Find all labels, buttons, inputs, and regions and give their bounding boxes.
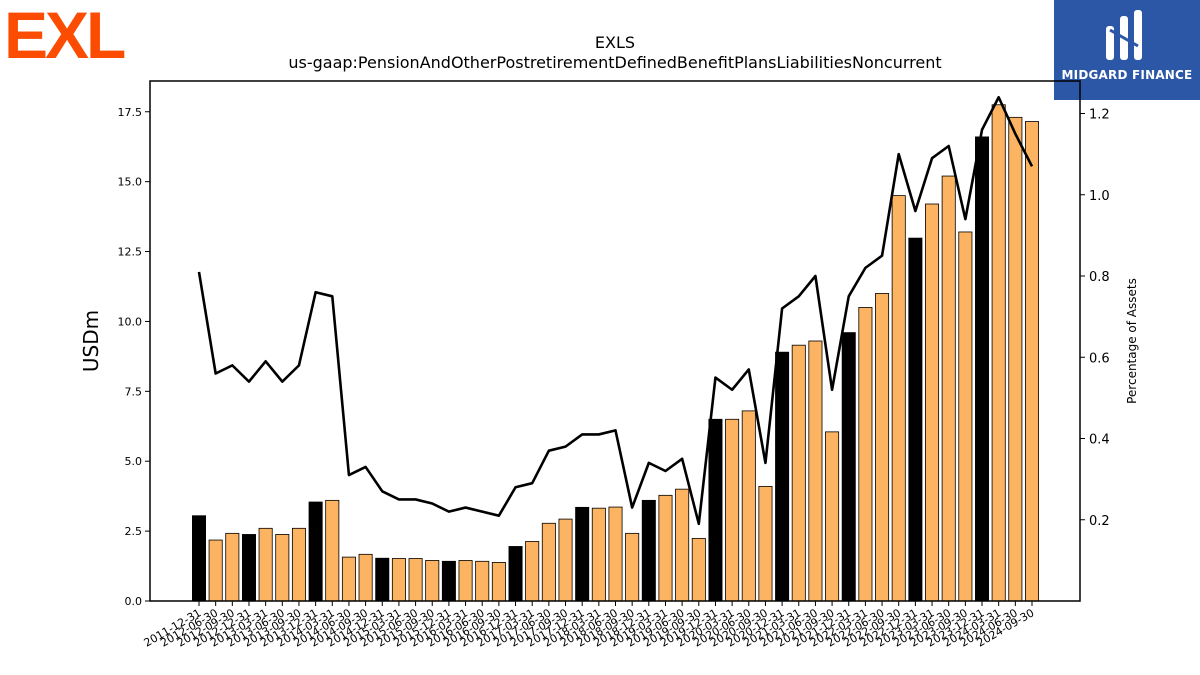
y2-tick-label: 0.6 <box>1089 351 1110 366</box>
bar-24 <box>575 506 590 602</box>
chart-subtitle: us-gaap:PensionAndOtherPostretirementDef… <box>288 53 941 72</box>
bar-9 <box>325 499 340 602</box>
bar-28 <box>641 499 656 602</box>
bar-13 <box>391 558 406 602</box>
y-tick-label: 7.5 <box>125 385 143 398</box>
axes-group: 0.0 2.5 5.0 7.5 10.0 12.5 15.0 17.5 0.2 0.4 0.6 0.8… <box>118 106 1110 650</box>
bar-5 <box>258 527 273 602</box>
bar-42 <box>875 293 890 602</box>
y2-tick-label: 0.2 <box>1089 514 1110 529</box>
bar-21 <box>525 541 540 602</box>
bar-49 <box>991 104 1006 602</box>
bar-1 <box>191 515 206 602</box>
bar-48 <box>975 136 990 602</box>
bar-41 <box>858 307 873 602</box>
bar-15 <box>425 560 440 602</box>
bar-29 <box>658 494 673 602</box>
bar-26 <box>608 506 623 602</box>
bar-11 <box>358 553 373 602</box>
bar-8 <box>308 501 323 602</box>
bar-10 <box>341 556 356 602</box>
bar-34 <box>741 410 756 602</box>
y-tick-label: 2.5 <box>125 525 143 538</box>
bar-17 <box>458 560 473 602</box>
chart-title: EXLS <box>595 33 635 52</box>
bar-38 <box>808 340 823 602</box>
bar-40 <box>841 332 856 602</box>
bar-4 <box>241 534 256 602</box>
bar-19 <box>491 562 506 602</box>
plot-frame <box>149 80 1081 602</box>
midgard-mark-icon <box>1106 10 1142 60</box>
y-tick-label: 17.5 <box>118 106 143 119</box>
y-tick-label: 5.0 <box>125 455 143 468</box>
y2-tick-label: 0.8 <box>1089 270 1110 285</box>
bar-20 <box>508 546 523 602</box>
bar-7 <box>291 527 306 602</box>
y-tick-label: 0.0 <box>125 595 143 608</box>
y2-tick-label: 0.4 <box>1089 433 1110 448</box>
bar-25 <box>591 507 606 602</box>
bar-22 <box>541 522 556 602</box>
bar-18 <box>475 560 490 602</box>
y-tick-label: 12.5 <box>118 246 143 259</box>
bar-3 <box>225 532 240 602</box>
bar-50 <box>1008 116 1023 602</box>
bar-2 <box>208 539 223 602</box>
bar-51 <box>1025 121 1040 602</box>
bar-35 <box>758 485 773 602</box>
bar-47 <box>958 231 973 602</box>
bars-group <box>191 104 1040 602</box>
bar-23 <box>558 518 573 602</box>
bar-6 <box>275 534 290 602</box>
bar-27 <box>625 532 640 602</box>
percentage-line <box>197 95 1034 526</box>
bar-31 <box>691 537 706 602</box>
y-axis-label: USDm <box>79 310 103 372</box>
exl-logo: EXL <box>4 0 126 72</box>
y-tick-label: 15.0 <box>118 176 143 189</box>
bar-36 <box>775 351 790 602</box>
y2-axis-label: Percentage of Assets <box>1125 278 1139 404</box>
bar-14 <box>408 558 423 602</box>
bar-46 <box>941 175 956 602</box>
bar-32 <box>708 418 723 602</box>
midgard-logo-text: MIDGARD FINANCE <box>1061 68 1193 82</box>
bar-30 <box>675 488 690 602</box>
y-tick-label: 10.0 <box>118 315 143 328</box>
bar-16 <box>441 560 456 602</box>
bar-45 <box>925 203 940 602</box>
bar-33 <box>725 418 740 602</box>
midgard-finance-logo: MIDGARD FINANCE <box>1054 0 1200 100</box>
bar-44 <box>908 237 923 602</box>
y2-tick-label: 1.0 <box>1089 189 1110 204</box>
bar-37 <box>791 344 806 602</box>
bar-39 <box>825 431 840 602</box>
line-group <box>197 95 1034 526</box>
y2-tick-label: 1.2 <box>1089 108 1110 123</box>
bar-43 <box>891 195 906 602</box>
bar-12 <box>375 557 390 602</box>
